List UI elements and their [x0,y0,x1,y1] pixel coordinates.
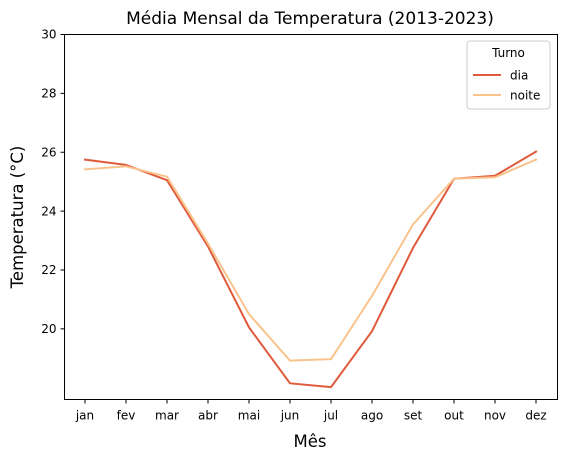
x-tick-label: mai [238,409,260,423]
y-tick-label: 22 [41,263,56,277]
legend-box [466,40,551,110]
x-tick-label: ago [361,409,383,423]
x-tick-label: abr [198,409,218,423]
y-tick-label: 26 [41,145,56,159]
y-tick-label: 28 [41,87,56,101]
series-line-dia [83,150,538,389]
x-tick-label: dez [525,409,546,423]
x-axis-label: Mês [294,432,327,451]
legend: Turno dia noite [466,40,551,110]
legend-title: Turno [491,46,525,60]
y-axis-label: Temperatura (°C) [8,146,27,290]
x-tick-label: mar [155,409,179,423]
y-tick-label: 24 [41,204,56,218]
x-tick-label: set [404,409,423,423]
series-line-noite [83,158,538,362]
chart-title: Média Mensal da Temperatura (2013-2023) [126,9,494,29]
legend-entry-noite: noite [510,88,540,102]
y-tick-label: 30 [41,28,56,42]
plot-frame [64,34,558,400]
y-tick-label: 20 [41,322,56,336]
x-tick-label: jan [75,409,94,423]
x-tick-label: jul [323,409,338,423]
x-tick-label: fev [117,409,136,423]
x-tick-label: jun [280,409,300,423]
x-tick-label: out [444,409,464,423]
legend-entry-dia: dia [510,68,528,82]
x-tick-label: nov [484,409,506,423]
